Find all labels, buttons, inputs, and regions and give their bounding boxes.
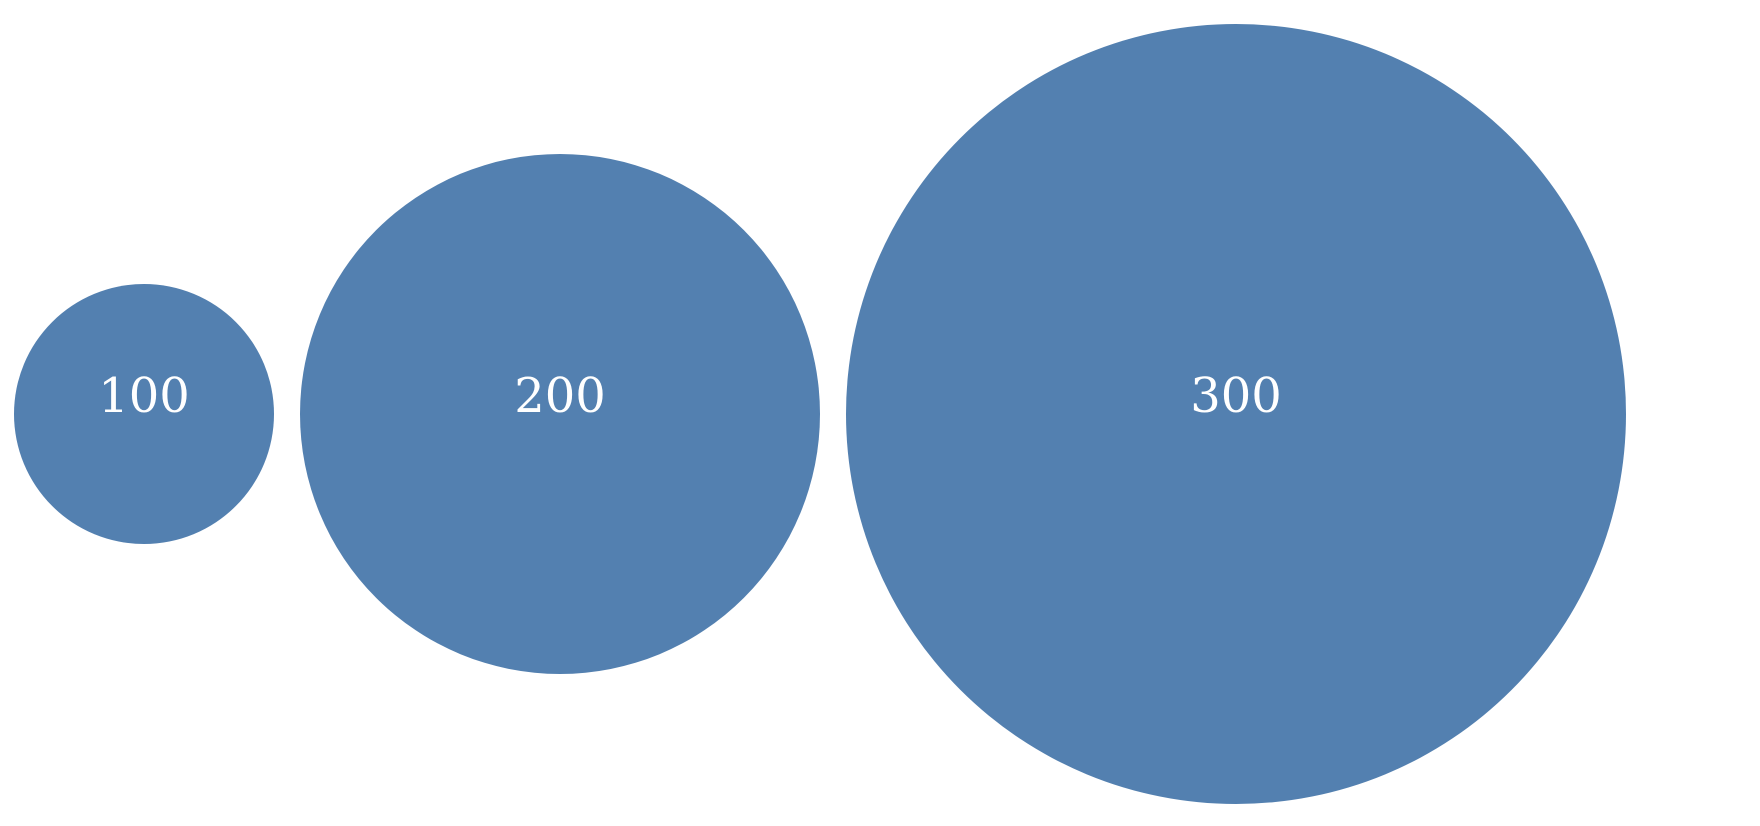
bubble-circle-3 — [846, 24, 1626, 804]
bubble-3: 300 — [846, 24, 1626, 804]
bubble-label-3: 300 — [1190, 368, 1282, 424]
bubble-circle-2 — [300, 154, 820, 674]
bubble-circle-1 — [14, 284, 274, 544]
bubble-label-1: 100 — [98, 368, 190, 424]
bubbles-layer: 100 200 300 — [14, 24, 1626, 804]
bubble-2: 200 — [300, 154, 820, 674]
bubble-label-2: 200 — [514, 368, 606, 424]
bubble-1: 100 — [14, 284, 274, 544]
